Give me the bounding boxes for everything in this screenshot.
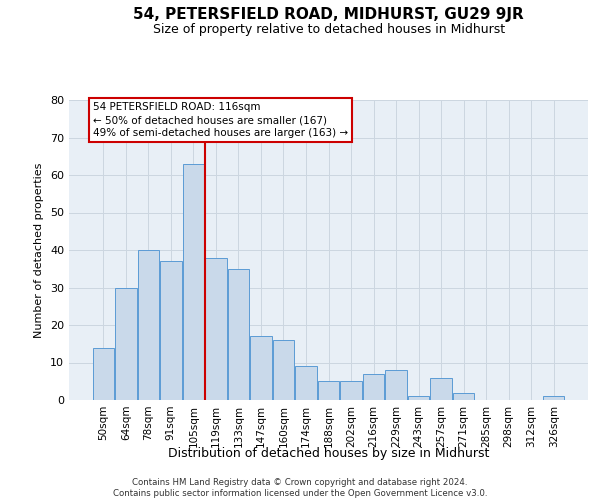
Bar — [385, 370, 407, 400]
Text: 54, PETERSFIELD ROAD, MIDHURST, GU29 9JR: 54, PETERSFIELD ROAD, MIDHURST, GU29 9JR — [133, 8, 524, 22]
Text: Size of property relative to detached houses in Midhurst: Size of property relative to detached ho… — [153, 22, 505, 36]
Bar — [115, 288, 137, 400]
Text: 54 PETERSFIELD ROAD: 116sqm
← 50% of detached houses are smaller (167)
49% of se: 54 PETERSFIELD ROAD: 116sqm ← 50% of det… — [93, 102, 348, 139]
Bar — [137, 250, 159, 400]
Bar — [250, 336, 272, 400]
Bar — [92, 348, 114, 400]
Bar — [340, 381, 362, 400]
Text: Distribution of detached houses by size in Midhurst: Distribution of detached houses by size … — [168, 448, 490, 460]
Y-axis label: Number of detached properties: Number of detached properties — [34, 162, 44, 338]
Bar — [430, 378, 452, 400]
Bar — [160, 261, 182, 400]
Bar — [543, 396, 565, 400]
Bar — [363, 374, 384, 400]
Bar — [182, 164, 204, 400]
Bar — [228, 269, 249, 400]
Bar — [205, 258, 227, 400]
Bar — [453, 392, 475, 400]
Bar — [318, 381, 339, 400]
Text: Contains HM Land Registry data © Crown copyright and database right 2024.
Contai: Contains HM Land Registry data © Crown c… — [113, 478, 487, 498]
Bar — [295, 366, 317, 400]
Bar — [408, 396, 429, 400]
Bar — [273, 340, 294, 400]
